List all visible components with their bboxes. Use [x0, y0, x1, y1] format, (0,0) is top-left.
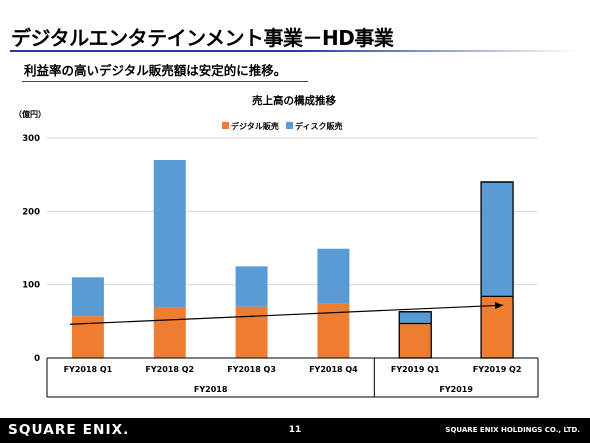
legend-swatch-1 — [222, 122, 229, 129]
footer-bar: SQUARE ENIX. 11 SQUARE ENIX HOLDINGS CO.… — [0, 418, 590, 443]
bar-disc-4 — [317, 248, 350, 304]
y-axis-unit-label: （億円） — [14, 109, 46, 119]
square-enix-logo: SQUARE ENIX. — [8, 423, 130, 438]
trend-arrow-head — [494, 302, 504, 310]
group-label-1: FY2018 — [194, 385, 228, 394]
x-tick-label-1: FY2018 Q1 — [64, 365, 113, 374]
y-tick-label-200: 200 — [22, 207, 40, 217]
revenue-composition-chart: 売上高の構成推移 （億円） デジタル販売 ディスク販売 0 100 200 300 FY2018… — [14, 94, 539, 398]
slide-title: デジタルエンタテインメント事業－HD事業 — [11, 26, 394, 50]
subtitle-underline — [22, 81, 308, 82]
legend-label-2: ディスク販売 — [295, 121, 342, 131]
bar-disc-2 — [153, 160, 186, 308]
legend-label-1: デジタル販売 — [231, 121, 279, 131]
bar-digital-2 — [153, 307, 186, 358]
group-label-2: FY2019 — [439, 385, 473, 394]
legend-swatch-2 — [286, 122, 293, 129]
x-tick-label-4: FY2018 Q4 — [309, 365, 358, 374]
title-underline — [10, 50, 580, 52]
y-tick-label-300: 300 — [22, 134, 40, 144]
x-tick-label-5: FY2019 Q1 — [391, 365, 440, 374]
company-name: SQUARE ENIX HOLDINGS CO., LTD. — [445, 426, 580, 434]
x-tick-label-2: FY2018 Q2 — [145, 365, 194, 374]
bar-disc-1 — [71, 277, 104, 317]
trend-arrow-line — [69, 304, 504, 325]
y-tick-label-0: 0 — [34, 354, 40, 364]
bar-disc-3 — [235, 266, 268, 307]
bar-digital-5 — [399, 323, 432, 358]
bar-digital-3 — [235, 306, 268, 358]
x-tick-label-3: FY2018 Q3 — [227, 365, 276, 374]
bar-disc-5 — [399, 311, 432, 324]
slide-subtitle: 利益率の高いデジタル販売額は安定的に推移。 — [24, 63, 287, 78]
bar-disc-6 — [481, 182, 514, 297]
x-tick-label-6: FY2019 Q2 — [473, 365, 522, 374]
chart-title: 売上高の構成推移 — [252, 94, 336, 107]
page-number: 11 — [288, 425, 302, 435]
y-tick-label-100: 100 — [22, 281, 40, 291]
